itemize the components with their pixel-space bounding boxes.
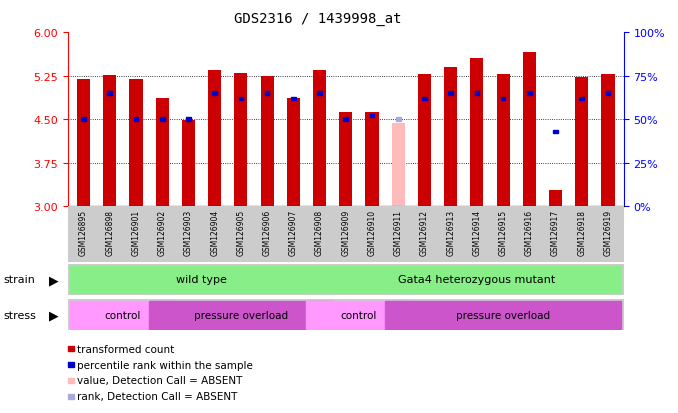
Bar bbox=[396, 118, 401, 121]
Text: GSM126919: GSM126919 bbox=[603, 209, 612, 255]
Text: GSM126917: GSM126917 bbox=[551, 209, 560, 255]
Text: GSM126898: GSM126898 bbox=[105, 209, 115, 255]
Text: GSM126908: GSM126908 bbox=[315, 209, 324, 255]
Text: pressure overload: pressure overload bbox=[194, 310, 288, 320]
Bar bbox=[475, 92, 479, 95]
Text: pressure overload: pressure overload bbox=[456, 310, 550, 320]
Text: GSM126915: GSM126915 bbox=[498, 209, 508, 255]
Text: GSM126907: GSM126907 bbox=[289, 209, 298, 255]
Bar bbox=[365, 113, 378, 206]
Bar bbox=[129, 80, 142, 206]
Text: GSM126906: GSM126906 bbox=[262, 209, 272, 255]
Bar bbox=[444, 68, 457, 206]
Bar bbox=[81, 118, 86, 121]
Text: wild type: wild type bbox=[176, 275, 227, 285]
Text: GSM126914: GSM126914 bbox=[473, 209, 481, 255]
Bar bbox=[523, 53, 536, 206]
Bar bbox=[339, 113, 353, 206]
Bar bbox=[149, 301, 333, 329]
Bar bbox=[392, 124, 405, 206]
Bar bbox=[287, 98, 300, 206]
Bar bbox=[291, 97, 296, 100]
Text: GSM126909: GSM126909 bbox=[341, 209, 351, 255]
Text: GSM126905: GSM126905 bbox=[237, 209, 245, 255]
Bar bbox=[549, 191, 562, 206]
Bar bbox=[317, 92, 322, 95]
Text: stress: stress bbox=[3, 310, 36, 320]
Text: rank, Detection Call = ABSENT: rank, Detection Call = ABSENT bbox=[77, 391, 237, 401]
Text: control: control bbox=[104, 310, 141, 320]
Bar bbox=[385, 301, 621, 329]
Bar bbox=[260, 76, 274, 206]
Bar bbox=[103, 76, 117, 206]
Text: GSM126911: GSM126911 bbox=[394, 209, 403, 255]
Bar bbox=[580, 97, 584, 100]
Bar bbox=[71, 301, 176, 329]
Text: ▶: ▶ bbox=[49, 309, 58, 321]
Bar bbox=[418, 75, 431, 206]
Bar bbox=[212, 92, 217, 95]
Bar bbox=[344, 118, 348, 121]
Text: GSM126904: GSM126904 bbox=[210, 209, 219, 255]
Bar bbox=[370, 115, 374, 118]
Text: percentile rank within the sample: percentile rank within the sample bbox=[77, 360, 253, 370]
Bar bbox=[553, 131, 558, 133]
Bar bbox=[333, 266, 621, 294]
Text: value, Detection Call = ABSENT: value, Detection Call = ABSENT bbox=[77, 375, 242, 385]
Text: transformed count: transformed count bbox=[77, 344, 174, 354]
Bar bbox=[306, 301, 412, 329]
Text: GSM126895: GSM126895 bbox=[79, 209, 88, 255]
Text: GSM126916: GSM126916 bbox=[525, 209, 534, 255]
Bar bbox=[264, 92, 269, 95]
Text: GSM126903: GSM126903 bbox=[184, 209, 193, 255]
Bar bbox=[501, 97, 506, 100]
Bar bbox=[496, 75, 510, 206]
Bar bbox=[156, 98, 169, 206]
Bar bbox=[71, 266, 333, 294]
Bar bbox=[182, 120, 195, 206]
Bar bbox=[107, 92, 112, 95]
Bar bbox=[527, 92, 532, 95]
Text: GSM126912: GSM126912 bbox=[420, 209, 429, 255]
Bar bbox=[448, 92, 453, 95]
Bar bbox=[422, 97, 427, 100]
Bar bbox=[605, 92, 610, 95]
Text: GSM126902: GSM126902 bbox=[158, 209, 167, 255]
Text: ▶: ▶ bbox=[49, 273, 58, 286]
Bar bbox=[239, 97, 243, 100]
Text: strain: strain bbox=[3, 275, 35, 285]
Bar bbox=[160, 118, 165, 121]
Text: control: control bbox=[341, 310, 377, 320]
Bar bbox=[575, 78, 589, 206]
Text: GSM126918: GSM126918 bbox=[577, 209, 586, 255]
Bar bbox=[471, 59, 483, 206]
Bar bbox=[313, 71, 326, 206]
Bar bbox=[77, 80, 90, 206]
Text: GSM126913: GSM126913 bbox=[446, 209, 455, 255]
Bar bbox=[186, 118, 191, 121]
Text: GSM126910: GSM126910 bbox=[367, 209, 376, 255]
Bar bbox=[235, 74, 247, 206]
Bar bbox=[134, 118, 138, 121]
Bar bbox=[601, 75, 614, 206]
Bar bbox=[208, 71, 221, 206]
Text: GSM126901: GSM126901 bbox=[132, 209, 140, 255]
Text: GDS2316 / 1439998_at: GDS2316 / 1439998_at bbox=[234, 12, 402, 26]
Text: Gata4 heterozygous mutant: Gata4 heterozygous mutant bbox=[398, 275, 555, 285]
